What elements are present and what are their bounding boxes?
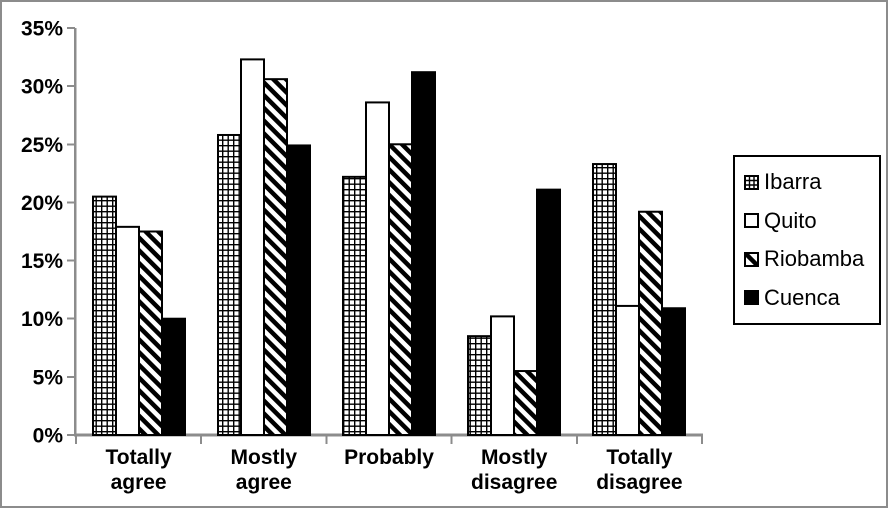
bar-ibarra-3 <box>467 335 492 436</box>
bar-cuenca-2 <box>411 71 436 436</box>
legend-swatch-solid-black-icon <box>744 290 759 306</box>
bar-quito-3 <box>490 315 515 437</box>
y-tick-label-30: 30% <box>21 76 63 99</box>
x-category-label-totally-disagree: Totally disagree <box>596 446 682 494</box>
legend-label-quito: Quito <box>764 207 817 233</box>
bar-riobamba-1 <box>263 78 288 436</box>
y-tick-label-15: 15% <box>21 250 63 273</box>
legend-label-riobamba: Riobamba <box>764 246 865 272</box>
bar-quito-2 <box>365 101 390 437</box>
bar-riobamba-0 <box>138 230 163 436</box>
bar-riobamba-3 <box>513 370 538 436</box>
bars <box>92 58 686 437</box>
bar-cuenca-0 <box>161 317 186 437</box>
legend-swatch-grid-icon <box>744 174 759 190</box>
bar-ibarra-4 <box>592 163 617 436</box>
bar-riobamba-2 <box>388 143 413 437</box>
legend-swatch-diagonal-stripes-icon <box>744 251 759 267</box>
legend: Ibarra Quito Riobamba Cuenca <box>733 155 881 325</box>
bar-quito-0 <box>115 225 140 436</box>
legend-item-ibarra: Ibarra <box>744 171 877 193</box>
bar-quito-4 <box>615 304 640 436</box>
y-tick-label-20: 20% <box>21 192 63 215</box>
y-tick-label-10: 10% <box>21 308 63 331</box>
legend-swatch-solid-white-icon <box>744 213 759 229</box>
bar-cuenca-1 <box>286 144 311 436</box>
bar-ibarra-0 <box>92 195 117 436</box>
bar-riobamba-4 <box>638 210 663 436</box>
axis-labels: 0% 5% 10% 15% 20% 25% 30% 35% Totally agree Mostly… <box>21 18 683 495</box>
y-tick-label-5: 5% <box>33 366 64 389</box>
legend-label-cuenca: Cuenca <box>764 284 840 310</box>
bar-ibarra-2 <box>342 175 367 437</box>
y-tick-label-25: 25% <box>21 134 63 157</box>
y-tick-label-35: 35% <box>21 18 63 41</box>
x-category-label-mostly-disagree: Mostly disagree <box>471 446 557 494</box>
bar-ibarra-1 <box>217 133 242 437</box>
legend-item-riobamba: Riobamba <box>744 248 877 270</box>
y-tick-label-0: 0% <box>33 425 64 448</box>
bar-quito-1 <box>240 58 265 436</box>
x-category-label-mostly-agree: Mostly agree <box>231 446 298 494</box>
x-category-label-probably: Probably <box>344 446 434 469</box>
legend-label-ibarra: Ibarra <box>764 169 822 195</box>
legend-item-quito: Quito <box>744 207 877 233</box>
bar-cuenca-4 <box>661 307 686 436</box>
bar-cuenca-3 <box>536 188 561 436</box>
x-category-label-totally-agree: Totally agree <box>106 446 172 494</box>
legend-item-cuenca: Cuenca <box>744 284 877 310</box>
